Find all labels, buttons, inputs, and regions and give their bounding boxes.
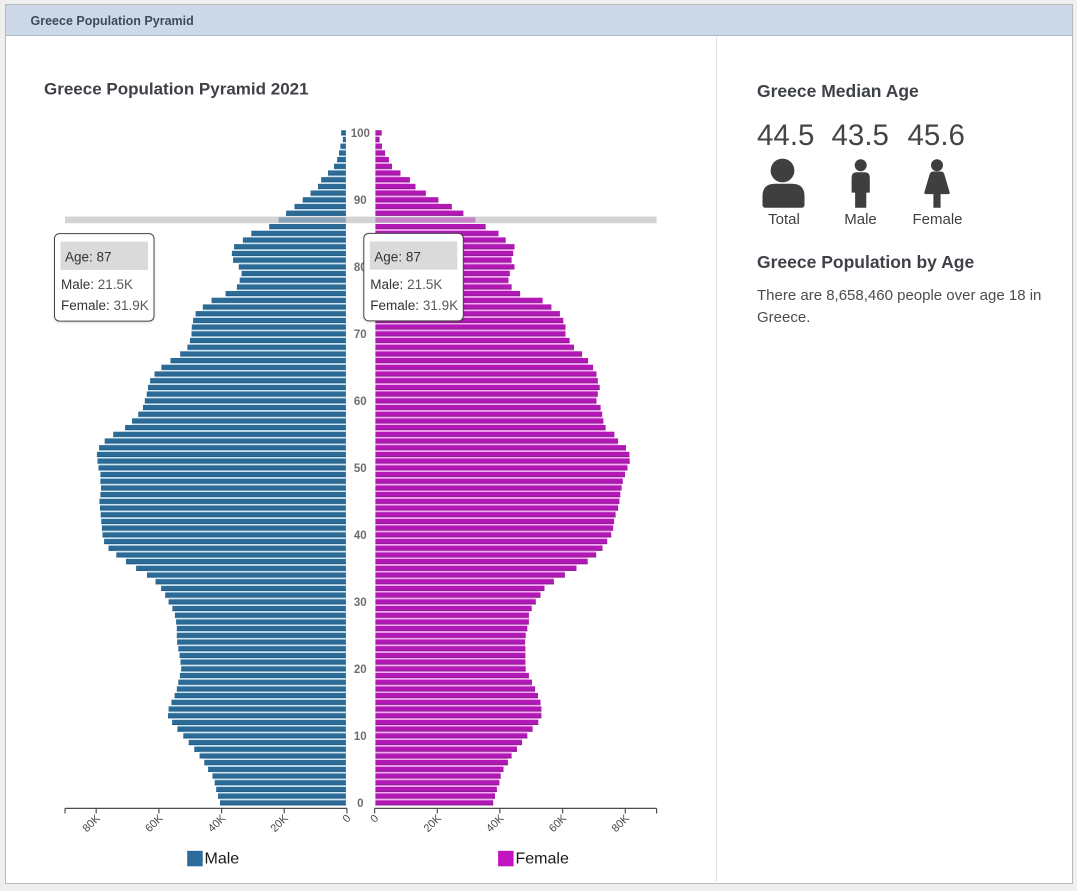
svg-text:80K: 80K [80, 812, 103, 835]
svg-text:Female: 31.9K: Female: 31.9K [61, 298, 149, 313]
svg-text:40: 40 [354, 530, 367, 542]
svg-text:40K: 40K [484, 812, 507, 835]
svg-text:100: 100 [351, 128, 370, 140]
svg-text:Male: 21.5K: Male: 21.5K [61, 277, 133, 292]
svg-text:Age: 87: Age: 87 [65, 250, 112, 265]
svg-text:0: 0 [368, 813, 381, 826]
svg-text:60K: 60K [547, 812, 570, 835]
svg-text:Female: 31.9K: Female: 31.9K [370, 298, 458, 313]
svg-text:30: 30 [354, 597, 367, 609]
svg-text:20K: 20K [268, 812, 291, 835]
svg-text:Greece Population Pyramid 2021: Greece Population Pyramid 2021 [44, 80, 309, 99]
svg-text:10: 10 [354, 731, 367, 743]
svg-text:20K: 20K [422, 812, 445, 835]
svg-text:60K: 60K [143, 812, 166, 835]
svg-text:50: 50 [354, 463, 367, 475]
svg-text:40K: 40K [206, 812, 229, 835]
svg-text:60: 60 [354, 396, 367, 408]
svg-text:Male: Male [205, 851, 240, 868]
svg-text:0: 0 [357, 798, 363, 810]
svg-text:20: 20 [354, 664, 367, 676]
svg-text:Female: Female [516, 851, 569, 868]
svg-text:90: 90 [354, 195, 367, 207]
svg-text:80K: 80K [610, 812, 633, 835]
svg-text:Male: 21.5K: Male: 21.5K [370, 277, 442, 292]
svg-text:Age: 87: Age: 87 [374, 249, 421, 264]
svg-text:0: 0 [341, 813, 354, 826]
svg-text:70: 70 [354, 329, 367, 341]
